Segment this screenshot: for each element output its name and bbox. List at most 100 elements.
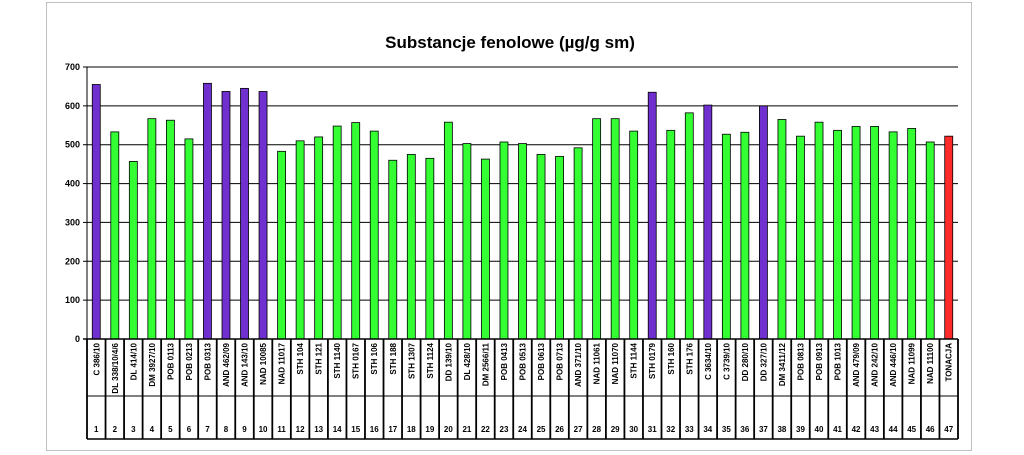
- category-number: 30: [629, 425, 638, 434]
- bar-46: [925, 141, 935, 340]
- y-tick-label: 300: [65, 217, 80, 227]
- bar-24: [518, 143, 527, 340]
- y-tick-label: 600: [65, 101, 80, 111]
- y-tick-label: 700: [65, 62, 80, 72]
- category-label: DD 280/10: [741, 342, 750, 381]
- bar-5: [165, 119, 175, 340]
- category-label: DM 2566/11: [481, 342, 490, 386]
- category-number: 22: [481, 425, 490, 434]
- bar-4: [147, 118, 157, 340]
- category-label: POB 0413: [500, 342, 509, 380]
- category-number: 1: [94, 425, 99, 434]
- category-number: 36: [740, 425, 749, 434]
- category-label: POB 0713: [556, 342, 565, 380]
- category-label: DL 338/10/4/6: [111, 342, 120, 393]
- category-number: 18: [407, 425, 416, 434]
- bar-43: [870, 126, 880, 340]
- bar-42: [851, 126, 861, 340]
- y-tick-label: 400: [65, 179, 80, 189]
- bar-30: [629, 130, 639, 340]
- category-label: DM 3411/12: [778, 342, 787, 386]
- bar-34: [703, 104, 713, 340]
- category-number: 10: [259, 425, 268, 434]
- category-label: POB 0213: [185, 342, 194, 380]
- bar-45: [907, 127, 917, 340]
- category-label: AND 371/10: [574, 342, 583, 387]
- bar-28: [592, 118, 602, 340]
- category-label: STH 0179: [648, 342, 657, 379]
- category-label: DL 414/10: [129, 342, 138, 380]
- category-number: 17: [388, 425, 397, 434]
- category-number: 14: [333, 425, 342, 434]
- bar-chart: Substancje fenolowe (µg/g sm) 0100200300…: [65, 33, 959, 440]
- bar-10: [258, 91, 268, 340]
- category-label: STH 176: [685, 342, 694, 374]
- category-label: STH 1124: [426, 342, 435, 378]
- category-label: POB 0813: [796, 342, 805, 380]
- category-number: 25: [537, 425, 546, 434]
- category-label: DL 428/10: [463, 342, 472, 380]
- category-label: STH 160: [667, 342, 676, 374]
- category-number: 3: [131, 425, 136, 434]
- category-number: 4: [150, 425, 155, 434]
- category-label: NAD 11061: [593, 342, 602, 384]
- category-number: 43: [870, 425, 879, 434]
- bar-32: [666, 129, 676, 340]
- category-number: 39: [796, 425, 805, 434]
- category-number: 46: [926, 425, 935, 434]
- bar-26: [555, 155, 564, 340]
- bar-7: [203, 82, 212, 340]
- bar-19: [425, 157, 435, 340]
- bar-13: [314, 136, 324, 340]
- category-label: NAD 11017: [278, 342, 287, 384]
- category-label: POB 0313: [203, 342, 212, 380]
- category-number: 12: [296, 425, 305, 434]
- bar-6: [184, 138, 194, 340]
- chart-title: Substancje fenolowe (µg/g sm): [385, 33, 635, 52]
- category-label: STH 1140: [333, 342, 342, 378]
- category-label: DD 327/10: [759, 342, 768, 381]
- bar-29: [610, 118, 620, 340]
- bar-22: [481, 158, 490, 340]
- category-number: 38: [777, 425, 786, 434]
- category-number: 5: [168, 425, 173, 434]
- category-number: 16: [370, 425, 379, 434]
- bar-38: [777, 119, 787, 340]
- bar-8: [221, 91, 231, 340]
- category-number: 9: [242, 425, 247, 434]
- bar-20: [443, 121, 453, 340]
- bar-27: [573, 147, 583, 340]
- category-label: AND 462/09: [222, 342, 231, 387]
- category-label: AND 446/10: [889, 342, 898, 387]
- category-number: 13: [314, 425, 323, 434]
- bar-2: [110, 131, 120, 340]
- category-label: AND 143/10: [241, 342, 250, 387]
- category-label: POB 0913: [815, 342, 824, 380]
- y-axis-ticks: 0 100 200 300 400 500 600 700: [65, 62, 87, 344]
- bar-18: [406, 154, 416, 340]
- bar-36: [740, 131, 750, 340]
- bar-3: [128, 161, 138, 340]
- bars: [91, 82, 954, 340]
- category-label: DM 3927/10: [148, 342, 157, 386]
- category-number: 37: [759, 425, 768, 434]
- category-number: 24: [518, 425, 527, 434]
- bar-12: [295, 140, 305, 340]
- category-label: NAD 10085: [259, 342, 268, 384]
- category-number: 28: [592, 425, 601, 434]
- y-tick-label: 100: [65, 295, 80, 305]
- category-number: 44: [889, 425, 898, 434]
- x-axis-labels: C 386/10 1 DL 338/10/4/6 2 DL 414/10 3 DM 3927…: [92, 342, 953, 434]
- category-label: NAD 11070: [611, 342, 620, 384]
- chart-frame: Substancje fenolowe (µg/g sm) 0 100 200 300…: [46, 2, 972, 451]
- bar-47: [944, 135, 954, 340]
- category-label: STH 104: [296, 342, 305, 374]
- category-number: 33: [685, 425, 694, 434]
- category-number: 6: [187, 425, 192, 434]
- category-label: C 386/10: [92, 342, 101, 375]
- category-number: 41: [833, 425, 842, 434]
- category-label: POB 0113: [166, 342, 175, 379]
- bar-9: [240, 87, 249, 340]
- bar-16: [369, 130, 379, 340]
- category-number: 8: [224, 425, 229, 434]
